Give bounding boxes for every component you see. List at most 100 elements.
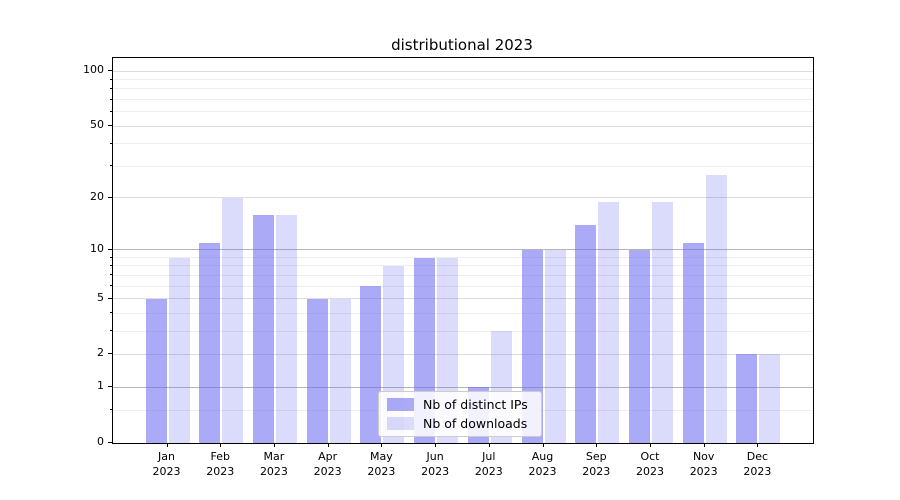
bar-downloads-apr [329, 298, 351, 443]
x-tick-label-mar: Mar 2023 [259, 450, 288, 478]
gridline-5 [113, 298, 813, 300]
gridline-20 [113, 197, 813, 199]
plot-area [112, 57, 814, 444]
gridline-2 [113, 353, 813, 355]
bar-distinct-ips-mar [252, 214, 274, 443]
bar-distinct-ips-apr [306, 298, 328, 443]
x-tick-apr [327, 443, 329, 447]
gridline-minor-60 [113, 111, 813, 113]
legend: Nb of distinct IPs Nb of downloads [378, 391, 542, 437]
bar-downloads-jan [168, 257, 190, 443]
gridline-minor-3 [113, 330, 813, 332]
gridline-50 [113, 125, 813, 127]
y-tick-5 [108, 297, 112, 299]
y-tick-50 [108, 125, 112, 127]
y-tick-label-10: 10 [90, 241, 104, 255]
x-tick-label-nov: Nov 2023 [689, 450, 718, 478]
bar-distinct-ips-may [360, 286, 382, 443]
x-tick-label-may: May 2023 [367, 450, 396, 478]
y-minor-tick-40 [110, 142, 112, 144]
y-tick-label-1: 1 [97, 379, 104, 393]
y-tick-1 [108, 386, 112, 388]
bar-downloads-feb [222, 197, 244, 443]
y-tick-label-50: 50 [90, 118, 104, 132]
y-minor-tick-30 [110, 165, 112, 167]
bar-downloads-aug [544, 249, 566, 443]
y-minor-tick-0.5 [110, 409, 112, 411]
gridline-minor-9 [113, 257, 813, 258]
x-tick-label-oct: Oct 2023 [635, 450, 664, 478]
chart-title: distributional 2023 [391, 36, 533, 54]
legend-item-distinct-ips: Nb of distinct IPs [387, 397, 533, 412]
bar-distinct-ips-nov [682, 242, 704, 443]
x-tick-sep [596, 443, 598, 447]
x-tick-mar [273, 443, 275, 447]
y-minor-tick-3 [110, 330, 112, 332]
x-tick-label-dec: Dec 2023 [743, 450, 772, 478]
bar-downloads-dec [759, 354, 781, 443]
x-tick-label-feb: Feb 2023 [206, 450, 235, 478]
y-minor-tick-4 [110, 312, 112, 314]
legend-swatch-distinct-ips [387, 398, 414, 412]
x-tick-jun [435, 443, 437, 447]
gridline-minor-40 [113, 143, 813, 145]
legend-item-downloads: Nb of downloads [387, 416, 533, 431]
x-tick-aug [542, 443, 544, 447]
y-tick-label-100: 100 [83, 63, 104, 77]
y-minor-tick-90 [110, 78, 112, 80]
gridline-minor-7 [113, 274, 813, 276]
bar-distinct-ips-sep [575, 224, 597, 443]
legend-swatch-downloads [387, 416, 414, 430]
y-tick-label-20: 20 [90, 189, 104, 203]
y-minor-tick-7 [110, 274, 112, 276]
bar-distinct-ips-dec [736, 354, 758, 443]
gridline-minor-30 [113, 165, 813, 167]
y-minor-tick-6 [110, 285, 112, 287]
bar-distinct-ips-jan [145, 298, 167, 443]
gridline-minor-8 [113, 265, 813, 267]
bar-downloads-nov [705, 174, 727, 443]
x-tick-feb [220, 443, 222, 447]
x-tick-dec [757, 443, 759, 447]
bar-distinct-ips-oct [628, 249, 650, 443]
x-tick-label-jan: Jan 2023 [152, 450, 181, 478]
x-tick-jan [166, 443, 168, 447]
x-tick-may [381, 443, 383, 447]
y-tick-label-0: 0 [97, 435, 104, 448]
bar-downloads-oct [651, 201, 673, 443]
y-minor-tick-80 [110, 87, 112, 89]
x-tick-nov [703, 443, 705, 447]
gridline-100 [113, 70, 813, 72]
y-minor-tick-8 [110, 264, 112, 266]
gridline-minor-80 [113, 88, 813, 90]
x-tick-oct [649, 443, 651, 447]
x-tick-label-jul: Jul 2023 [474, 450, 503, 478]
legend-label-downloads: Nb of downloads [423, 415, 528, 431]
y-minor-tick-60 [110, 110, 112, 112]
gridline-minor-70 [113, 99, 813, 101]
x-tick-label-aug: Aug 2023 [528, 450, 557, 478]
y-tick-0 [108, 442, 112, 443]
y-tick-2 [108, 353, 112, 355]
x-tick-label-jun: Jun 2023 [421, 450, 450, 478]
legend-label-distinct-ips: Nb of distinct IPs [423, 397, 528, 413]
bar-distinct-ips-feb [199, 242, 221, 443]
bar-downloads-sep [598, 201, 620, 443]
y-minor-tick-70 [110, 98, 112, 100]
x-tick-jul [488, 443, 490, 447]
gridline-minor-4 [113, 312, 813, 314]
y-tick-100 [108, 70, 112, 72]
y-tick-label-2: 2 [97, 346, 104, 360]
gridline-1 [113, 386, 813, 388]
y-tick-10 [108, 248, 112, 250]
x-tick-label-apr: Apr 2023 [313, 450, 342, 478]
y-minor-tick-9 [110, 256, 112, 258]
gridline-10 [113, 249, 813, 251]
gridline-minor-6 [113, 285, 813, 287]
x-tick-label-sep: Sep 2023 [582, 450, 611, 478]
bar-downloads-mar [275, 214, 297, 443]
y-tick-20 [108, 196, 112, 198]
y-tick-label-5: 5 [97, 290, 104, 304]
gridline-minor-90 [113, 79, 813, 81]
